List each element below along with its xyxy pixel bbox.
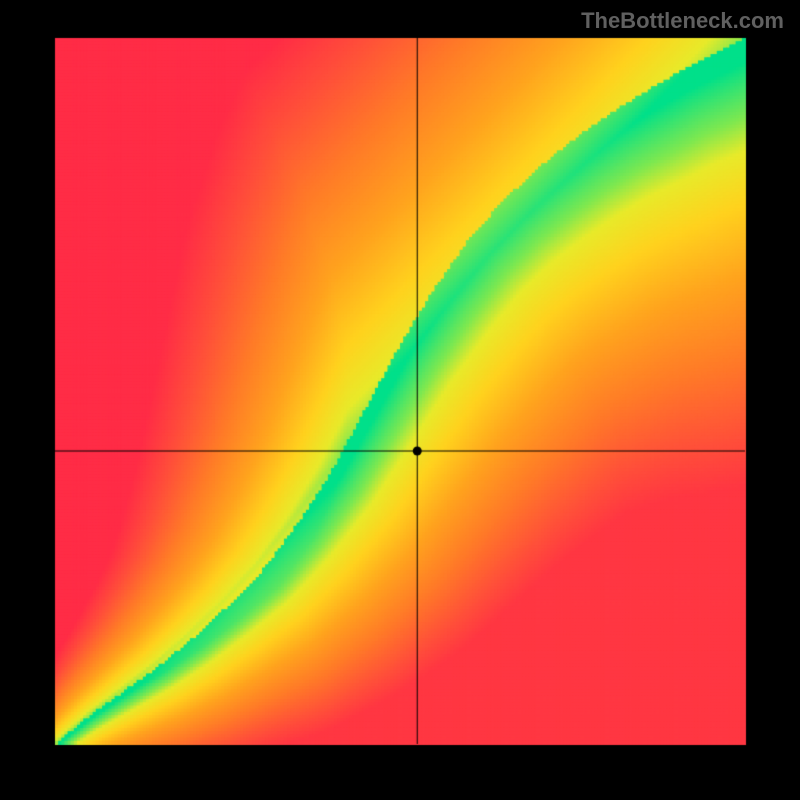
chart-container: TheBottleneck.com (0, 0, 800, 800)
watermark-label: TheBottleneck.com (581, 8, 784, 34)
heatmap-canvas (0, 0, 800, 800)
